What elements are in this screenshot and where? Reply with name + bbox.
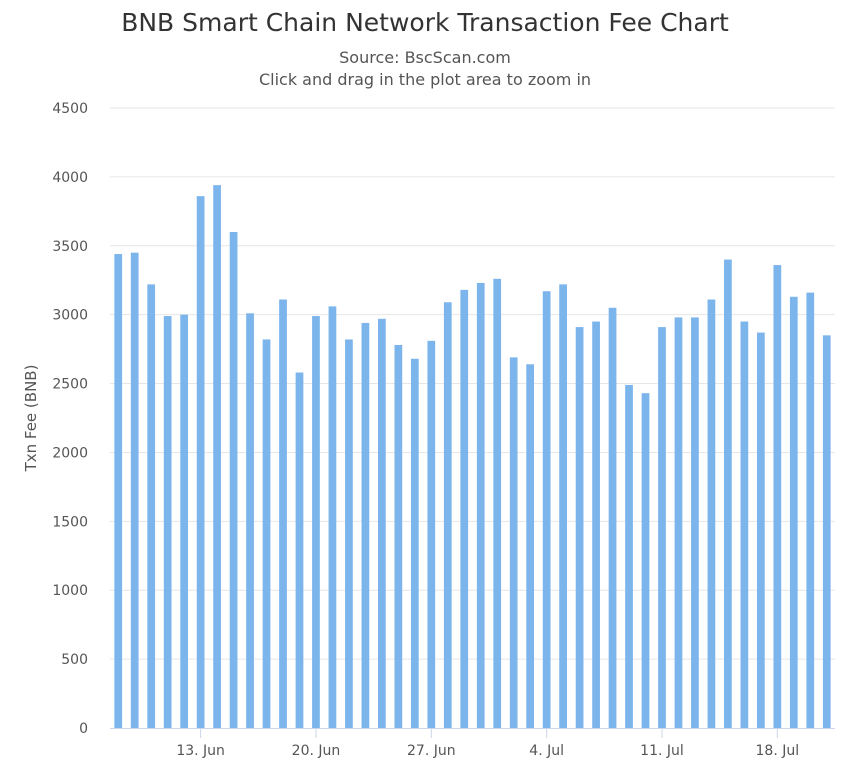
bar[interactable] bbox=[130, 252, 139, 729]
bar[interactable] bbox=[592, 321, 600, 728]
y-tick-label: 1000 bbox=[52, 583, 88, 599]
bar[interactable] bbox=[509, 357, 518, 728]
y-tick-label: 4500 bbox=[52, 101, 88, 117]
bar[interactable] bbox=[740, 321, 749, 728]
x-tick-label: 20. Jun bbox=[292, 743, 341, 759]
bar[interactable] bbox=[279, 299, 287, 728]
bar[interactable] bbox=[789, 296, 798, 728]
bar[interactable] bbox=[262, 339, 271, 728]
y-axis-title: Txn Fee (BNB) bbox=[22, 365, 40, 473]
y-tick-label: 3500 bbox=[52, 239, 88, 255]
bar[interactable] bbox=[493, 278, 502, 728]
bar[interactable] bbox=[575, 327, 584, 728]
bar[interactable] bbox=[559, 284, 567, 728]
bar[interactable] bbox=[147, 284, 156, 728]
bar[interactable] bbox=[213, 185, 221, 728]
chart-title: BNB Smart Chain Network Transaction Fee … bbox=[121, 8, 729, 37]
bar[interactable] bbox=[641, 393, 650, 728]
y-tick-label: 4000 bbox=[52, 170, 88, 186]
y-tick-label: 2000 bbox=[52, 445, 88, 461]
bar[interactable] bbox=[163, 316, 172, 728]
bar[interactable] bbox=[756, 332, 765, 728]
bar[interactable] bbox=[410, 358, 419, 728]
bar[interactable] bbox=[707, 299, 716, 728]
x-tick-label: 11. Jul bbox=[640, 743, 684, 759]
bar[interactable] bbox=[196, 196, 205, 728]
bar[interactable] bbox=[542, 291, 551, 728]
bar[interactable] bbox=[460, 289, 469, 728]
bar[interactable] bbox=[295, 372, 304, 728]
x-tick-label: 27. Jun bbox=[407, 743, 456, 759]
x-tick-label: 18. Jul bbox=[756, 743, 800, 759]
bar[interactable] bbox=[674, 317, 683, 728]
bar[interactable] bbox=[658, 327, 666, 728]
bar[interactable] bbox=[526, 364, 535, 728]
bar[interactable] bbox=[822, 335, 831, 728]
bar[interactable] bbox=[608, 307, 617, 728]
bar[interactable] bbox=[229, 232, 238, 728]
bar[interactable] bbox=[773, 265, 782, 728]
y-tick-label: 2500 bbox=[52, 377, 88, 393]
x-tick-label: 4. Jul bbox=[529, 743, 564, 759]
bar[interactable] bbox=[345, 339, 353, 728]
y-tick-label: 0 bbox=[79, 721, 88, 737]
bar[interactable] bbox=[114, 254, 123, 729]
bar[interactable] bbox=[625, 384, 633, 728]
bar[interactable] bbox=[691, 317, 699, 728]
y-tick-label: 1500 bbox=[52, 514, 88, 530]
bar[interactable] bbox=[361, 322, 370, 728]
bar[interactable] bbox=[180, 314, 189, 728]
bar[interactable] bbox=[394, 344, 403, 728]
chart-subtitle: Source: BscScan.com bbox=[339, 48, 511, 67]
bar[interactable] bbox=[427, 340, 436, 728]
bar[interactable] bbox=[378, 318, 386, 728]
bar[interactable] bbox=[806, 292, 815, 728]
zoom-hint: Click and drag in the plot area to zoom … bbox=[258, 70, 592, 89]
bar[interactable] bbox=[724, 259, 732, 728]
y-tick-label: 500 bbox=[61, 652, 88, 668]
bar[interactable] bbox=[328, 306, 337, 728]
bar[interactable] bbox=[443, 302, 452, 728]
bar[interactable] bbox=[312, 316, 320, 728]
bar[interactable] bbox=[246, 313, 254, 728]
y-tick-label: 3000 bbox=[52, 308, 88, 324]
bar[interactable] bbox=[476, 282, 485, 728]
x-tick-label: 13. Jun bbox=[176, 743, 225, 759]
